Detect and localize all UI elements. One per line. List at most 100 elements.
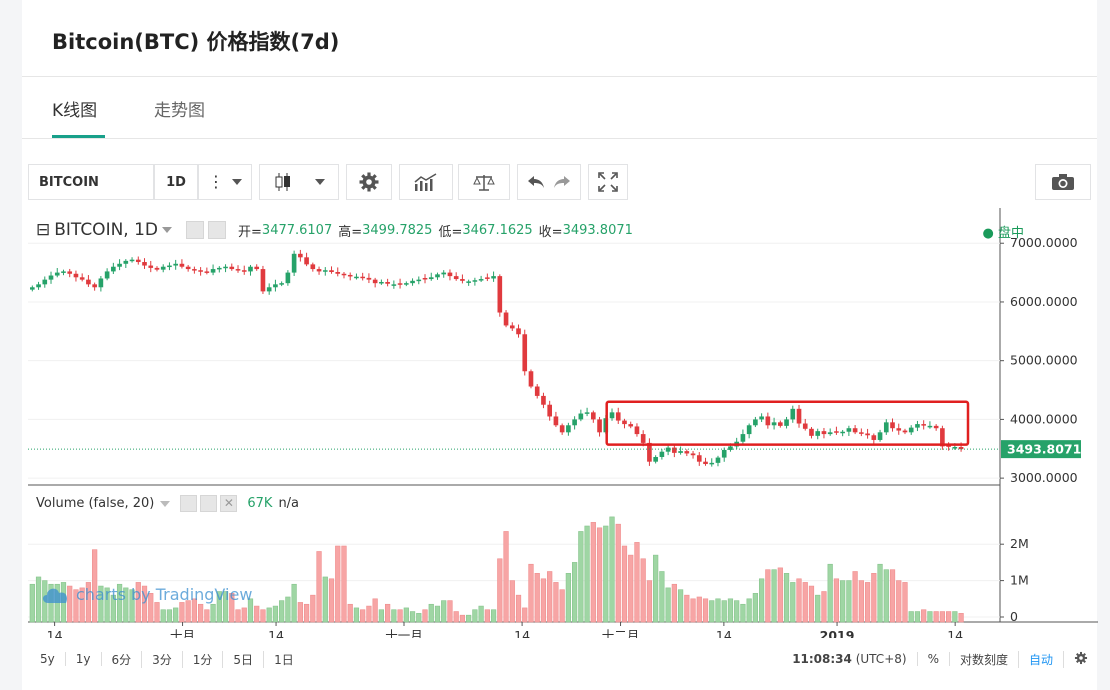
volume-bar xyxy=(328,578,335,623)
range-6m[interactable]: 6分 xyxy=(102,650,143,668)
candle-body xyxy=(684,451,690,454)
volume-tick-label: 2M xyxy=(1010,536,1029,551)
volume-bar xyxy=(335,545,341,623)
volume-bar xyxy=(571,562,578,623)
volume-bar xyxy=(777,567,783,623)
volume-bar xyxy=(665,587,671,623)
volume-bar xyxy=(709,600,715,623)
eye-icon[interactable] xyxy=(180,495,198,512)
chevron-down-icon[interactable] xyxy=(160,500,171,507)
candle-body xyxy=(609,412,615,419)
screenshot-button[interactable] xyxy=(1035,164,1091,200)
scale-settings-button[interactable] xyxy=(1064,651,1098,668)
volume-bar xyxy=(852,571,858,623)
volume-bar xyxy=(515,594,522,623)
tradingview-watermark[interactable]: charts by TradingView xyxy=(40,584,252,604)
chevron-down-icon[interactable] xyxy=(162,227,173,233)
volume-value: 67K xyxy=(247,496,273,511)
candle-body xyxy=(61,271,66,273)
volume-bar xyxy=(802,582,808,623)
volume-bar xyxy=(883,569,889,623)
volume-bar xyxy=(35,576,42,623)
volume-bar xyxy=(921,609,927,623)
candle-body xyxy=(372,279,378,284)
remove-icon[interactable]: ✕ xyxy=(220,495,238,512)
volume-bar xyxy=(628,554,634,623)
volume-bar xyxy=(497,558,503,623)
volume-bar xyxy=(659,571,665,623)
time-tick-label: 14 xyxy=(268,628,284,638)
volume-bar xyxy=(864,582,871,623)
candle-body xyxy=(298,253,303,258)
candle-body xyxy=(559,425,565,433)
tab-trend[interactable]: 走势图 xyxy=(154,101,205,121)
chart-type-button[interactable] xyxy=(259,164,339,200)
candle-body xyxy=(266,287,272,292)
volume-bar xyxy=(877,563,883,623)
redo-icon[interactable] xyxy=(552,174,572,190)
range-1m[interactable]: 1分 xyxy=(183,650,224,668)
candle-body xyxy=(86,279,91,285)
price-chart[interactable]: 7000.0000 6000.0000 5000.0000 4000.0000 3000… xyxy=(28,208,1098,638)
candle-body xyxy=(304,257,309,265)
fullscreen-button[interactable] xyxy=(588,164,628,200)
volume-bar xyxy=(116,583,123,623)
volume-bar xyxy=(734,600,740,623)
candle-body xyxy=(921,424,926,426)
volume-bar xyxy=(684,594,690,623)
candle-body xyxy=(890,422,895,429)
volume-bar xyxy=(783,573,790,623)
cloud-icon xyxy=(42,588,68,603)
range-3m[interactable]: 3分 xyxy=(142,650,183,668)
candle-body xyxy=(566,425,571,433)
volume-bar xyxy=(384,603,391,623)
undo-icon[interactable] xyxy=(526,174,546,190)
page-title: Bitcoin(BTC) 价格指数(7d) xyxy=(52,30,340,54)
log-scale-toggle[interactable]: 对数刻度 xyxy=(950,650,1019,668)
candle-body xyxy=(241,270,247,272)
tab-kline[interactable]: K线图 xyxy=(52,101,98,121)
candle-body xyxy=(578,413,584,420)
volume-bar xyxy=(303,603,310,623)
last-price-label: 3493.8071 xyxy=(1007,442,1081,457)
volume-bar xyxy=(590,522,596,623)
volume-bar xyxy=(871,573,877,623)
indicators-button[interactable] xyxy=(399,164,453,200)
candle-body xyxy=(784,419,789,426)
volume-bar xyxy=(696,596,702,623)
interval-menu-button[interactable]: ⋮ xyxy=(198,164,252,200)
collapse-icon[interactable]: ⊟ xyxy=(36,220,51,240)
candle-body xyxy=(36,284,41,288)
range-1y[interactable]: 1y xyxy=(66,652,102,666)
symbol-search-button[interactable]: BITCOIN xyxy=(28,164,154,200)
volume-bar xyxy=(945,611,952,623)
volume-bar xyxy=(247,598,254,623)
volume-bar xyxy=(677,589,684,623)
candle-body xyxy=(42,279,48,285)
percent-toggle[interactable]: % xyxy=(918,652,950,666)
candle-body xyxy=(447,272,453,277)
volume-bar xyxy=(322,576,328,623)
range-1d[interactable]: 1日 xyxy=(274,652,294,667)
settings-icon[interactable] xyxy=(200,495,218,512)
volume-na: n/a xyxy=(278,496,300,511)
volume-bar xyxy=(29,583,35,623)
volume-bar xyxy=(889,569,896,623)
volume-bar xyxy=(141,585,148,623)
settings-icon[interactable] xyxy=(208,221,227,239)
compare-button[interactable] xyxy=(458,164,510,200)
range-5y[interactable]: 5y xyxy=(28,652,66,666)
candle-body xyxy=(796,408,802,424)
volume-tick-label: 1M xyxy=(1010,573,1029,588)
volume-bar xyxy=(428,603,434,623)
range-5d[interactable]: 5日 xyxy=(223,650,265,668)
volume-bar xyxy=(646,580,653,623)
candle-body xyxy=(404,283,409,285)
price-tick-label: 3000.0000 xyxy=(1010,470,1078,485)
eye-icon[interactable] xyxy=(186,221,205,239)
interval-button[interactable]: 1D xyxy=(154,164,198,200)
settings-button[interactable] xyxy=(346,164,392,200)
auto-scale-toggle[interactable]: 自动 xyxy=(1019,650,1064,668)
candle-body xyxy=(659,451,665,457)
clock-timezone: (UTC+8) xyxy=(855,652,907,666)
